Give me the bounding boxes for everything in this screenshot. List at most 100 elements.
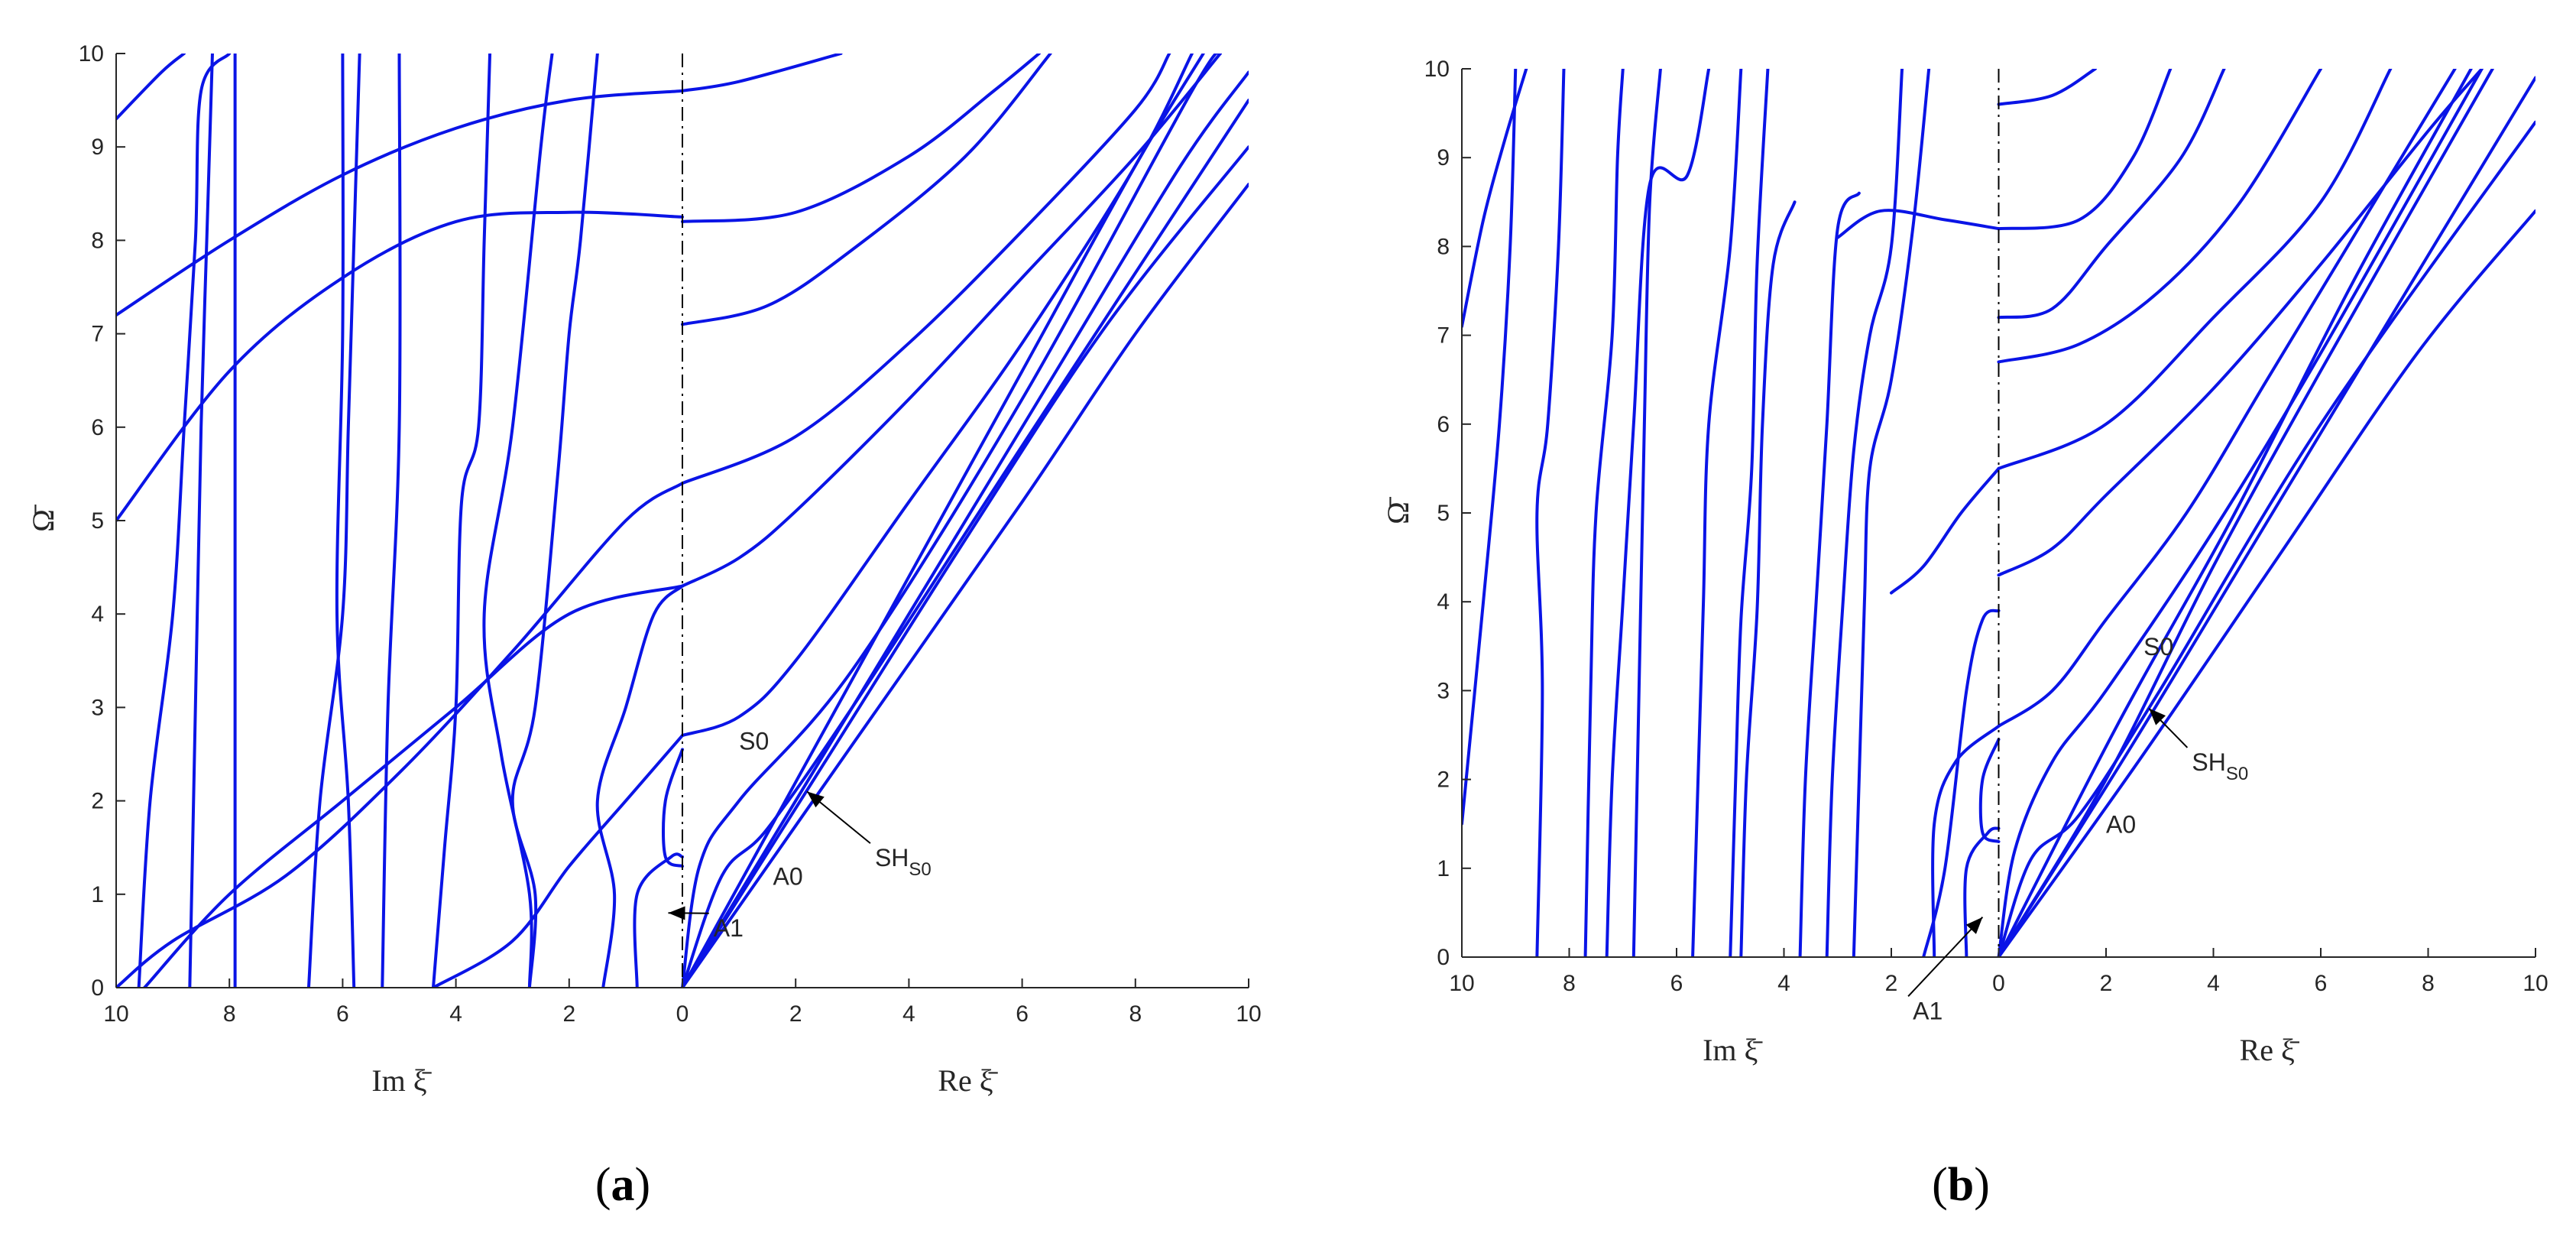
y-tick-label: 0 xyxy=(91,975,104,1001)
x-tick-label: 0 xyxy=(676,1001,689,1027)
dispersion-curve-24 xyxy=(595,584,684,988)
curves-group xyxy=(1462,69,2535,957)
annotation-arrow-head xyxy=(807,791,825,808)
y-tick-label: 6 xyxy=(1437,412,1450,437)
dispersion-curve-14 xyxy=(116,54,186,121)
x-axis-label-re: Re ξ̄ xyxy=(2240,1033,2300,1067)
panel-label-letter: b xyxy=(1948,1159,1974,1211)
annotation-text: SH xyxy=(875,844,909,871)
dispersion-curve-2 xyxy=(681,183,1249,988)
panel-label-open: ( xyxy=(595,1159,611,1211)
dispersion-curve-18 xyxy=(1631,69,1662,957)
y-tick-label: 4 xyxy=(1437,589,1450,615)
annotation-arrow-line xyxy=(1907,917,1984,998)
annotation-text: A0 xyxy=(2106,810,2136,838)
y-tick-label: 8 xyxy=(1437,234,1450,259)
dispersion-curve-1 xyxy=(1997,209,2535,957)
panel-label-close: ) xyxy=(1974,1159,1990,1211)
dispersion-curve-1 xyxy=(681,70,1249,988)
dispersion-curve-15 xyxy=(1535,69,1566,957)
dispersion-curve-0 xyxy=(681,54,1205,988)
x-tick-label: 8 xyxy=(223,1001,236,1027)
annotation-text: SH xyxy=(2192,748,2225,776)
y-tick-label: 1 xyxy=(91,882,104,907)
annotation-text: A1 xyxy=(714,914,744,942)
dispersion-curve-29 xyxy=(1836,209,2001,239)
y-tick-label: 2 xyxy=(91,789,104,814)
dispersion-curve-18 xyxy=(306,54,361,988)
x-tick-label: 4 xyxy=(1777,971,1790,996)
dispersion-curve-6 xyxy=(681,54,1194,738)
annotation-subscript: S0 xyxy=(909,859,931,880)
x-tick-label: 6 xyxy=(336,1001,349,1027)
y-tick-label: 2 xyxy=(1437,768,1450,793)
dispersion-curve-17 xyxy=(1605,69,1711,957)
x-tick-label: 2 xyxy=(1885,971,1898,996)
dispersion-curve-14 xyxy=(1462,69,1528,328)
panel-label-letter: a xyxy=(611,1159,635,1211)
dispersion-curve-23 xyxy=(482,54,554,988)
y-tick-label: 3 xyxy=(1437,678,1450,703)
dispersion-curve-26 xyxy=(116,482,684,988)
x-axis-label-im: Im ξ̄ xyxy=(371,1063,432,1098)
y-tick-label: 5 xyxy=(91,508,104,534)
annotation-sh: SHS0 xyxy=(2192,748,2248,784)
dispersion-curve-4 xyxy=(681,99,1249,988)
dispersion-curve-15 xyxy=(137,54,232,988)
annotation-text: S0 xyxy=(739,727,769,755)
y-tick-label: 8 xyxy=(91,228,104,253)
dispersion-curve-20 xyxy=(1729,69,1770,957)
x-tick-label: 10 xyxy=(103,1001,128,1027)
y-tick-label: 6 xyxy=(91,415,104,440)
x-tick-label: 10 xyxy=(1449,971,1474,996)
annotation-arrow-head xyxy=(2149,708,2166,725)
x-tick-label: 10 xyxy=(1236,1001,1261,1027)
annotation-a0: A0 xyxy=(773,863,803,891)
dispersion-curve-2 xyxy=(1997,69,2473,957)
dispersion-curve-25 xyxy=(633,852,684,988)
dispersion-curve-27 xyxy=(1922,609,2001,957)
y-tick-label: 7 xyxy=(91,322,104,347)
panel-label-a: (a) xyxy=(595,1159,650,1211)
annotation-a0: A0 xyxy=(2106,810,2136,838)
annotation-text: S0 xyxy=(2143,633,2173,660)
x-tick-label: 4 xyxy=(2207,971,2220,996)
x-tick-label: 6 xyxy=(1670,971,1683,996)
dispersion-curve-13 xyxy=(1462,69,1518,826)
dispersion-curve-3 xyxy=(681,145,1249,988)
y-tick-label: 10 xyxy=(1424,57,1450,82)
y-axis-label: Ω̄ xyxy=(1381,496,1415,524)
dispersion-curve-22 xyxy=(510,54,599,988)
dispersion-curve-4 xyxy=(1997,120,2535,957)
y-tick-label: 5 xyxy=(1437,501,1450,526)
dispersion-curve-30 xyxy=(1978,738,2001,843)
dispersion-curve-5 xyxy=(681,54,1222,988)
dispersion-curve-8 xyxy=(1997,69,2393,470)
y-axis-label: Ω̄ xyxy=(26,504,60,532)
annotation-text: A1 xyxy=(1913,997,1943,1024)
dispersion-curve-11 xyxy=(1997,69,2173,231)
curves-group xyxy=(116,54,1249,988)
annotation-subscript: S0 xyxy=(2226,764,2248,784)
x-tick-label: 8 xyxy=(1563,971,1576,996)
dispersion-curve-5 xyxy=(1997,69,2484,957)
dispersion-curve-9 xyxy=(681,54,1052,326)
x-tick-label: 8 xyxy=(2422,971,2435,996)
y-tick-label: 9 xyxy=(91,135,104,160)
annotation-s0: S0 xyxy=(739,727,769,755)
dispersion-curve-7 xyxy=(681,54,1222,588)
x-tick-label: 4 xyxy=(902,1001,915,1027)
panel-label-open: ( xyxy=(1932,1159,1948,1211)
dispersion-curve-12 xyxy=(1997,69,2097,106)
x-axis-label-im: Im ξ̄ xyxy=(1703,1033,1763,1067)
dispersion-curve-29 xyxy=(662,748,684,868)
dispersion-curve-21 xyxy=(1739,200,1797,957)
y-tick-label: 7 xyxy=(1437,323,1450,349)
annotation-arrow-head xyxy=(668,906,685,920)
y-tick-label: 10 xyxy=(79,41,104,67)
dispersion-curve-6 xyxy=(1997,69,2457,728)
dispersion-curve-10 xyxy=(1997,69,2226,320)
dispersion-curve-21 xyxy=(431,54,492,988)
